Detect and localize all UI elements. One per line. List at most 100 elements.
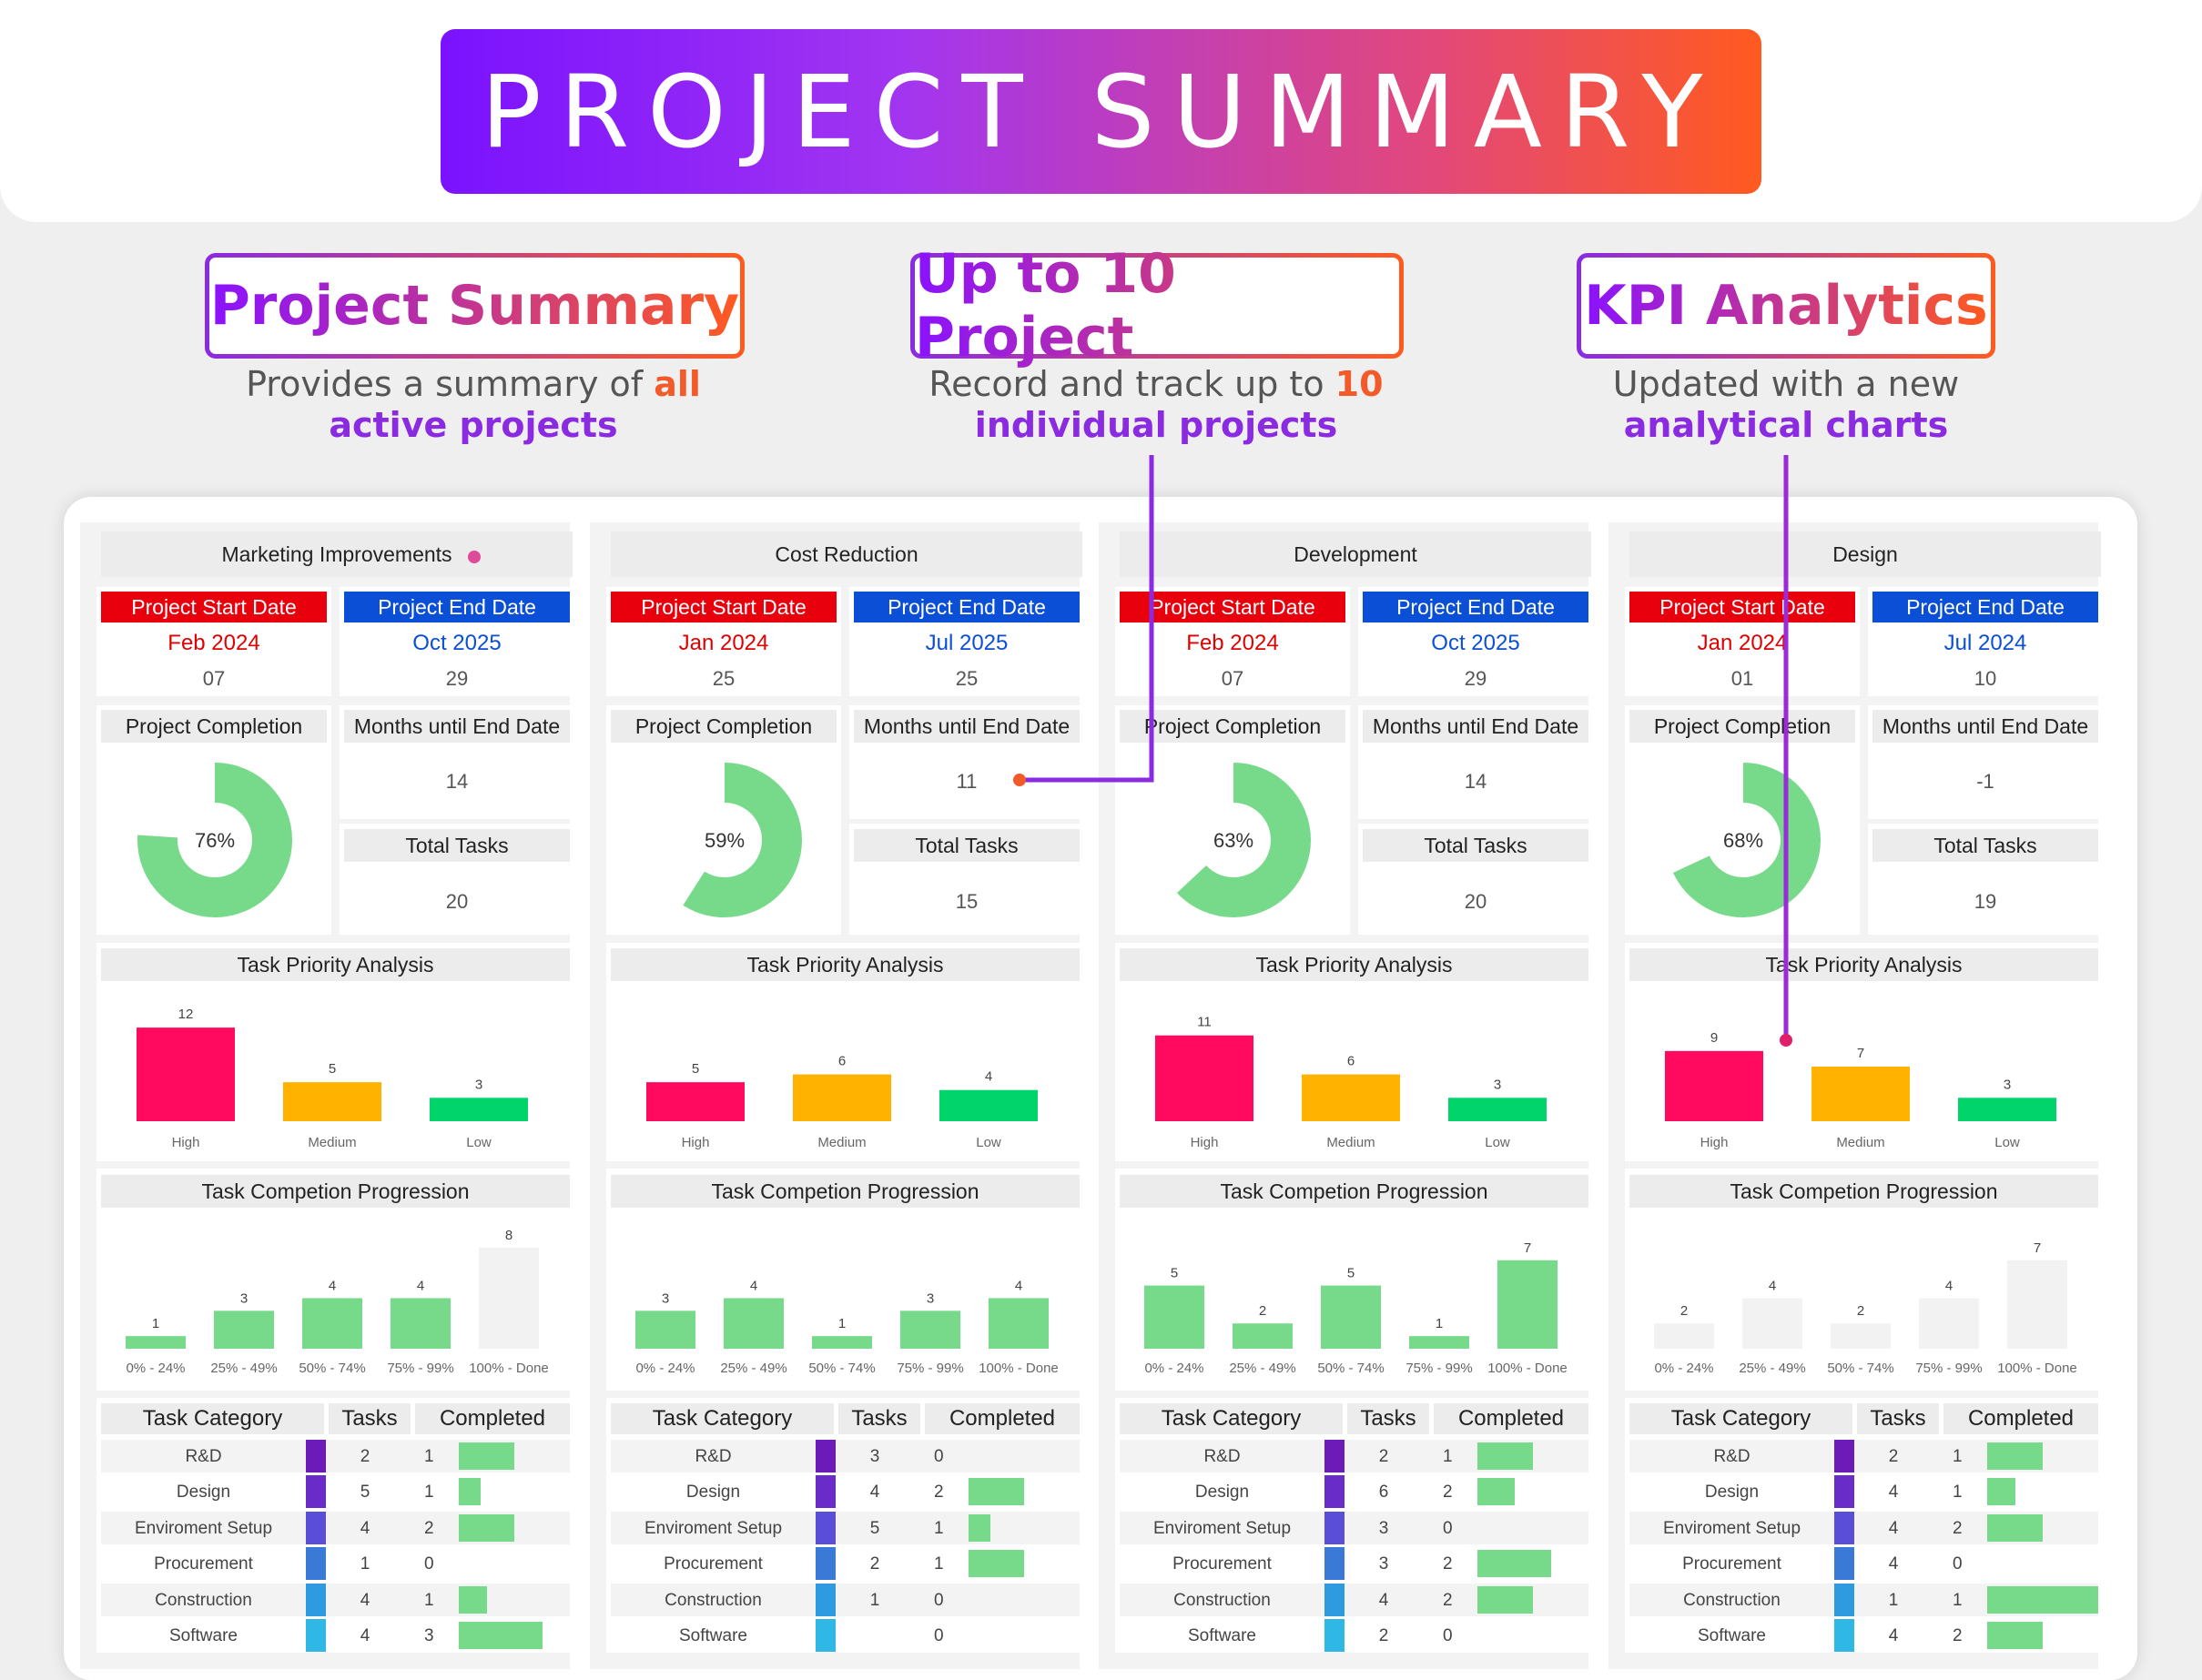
progression-bar (1497, 1260, 1558, 1349)
progression-chart: 5 0% - 24% 2 25% - 49% 5 50% - 74% 1 75% - 99% 7… (1144, 1240, 1568, 1376)
priority-bar (939, 1089, 1038, 1121)
completion-bar (1477, 1585, 1533, 1614)
table-cell-completed: 1 (1953, 1483, 1963, 1503)
completion-label: Project Completion (1120, 710, 1345, 743)
table-cell-tasks: 4 (360, 1590, 370, 1610)
progression-category-label: 75% - 99% (897, 1361, 963, 1376)
completion-bar (969, 1550, 1024, 1578)
category-swatch (306, 1440, 326, 1473)
priority-bar (137, 1027, 235, 1121)
table-cell-tasks: 2 (1888, 1447, 1899, 1466)
total-label: Total Tasks (1872, 829, 2098, 862)
desc-line2: active projects (329, 405, 618, 445)
priority-category-label: Medium (308, 1135, 356, 1150)
table-cell-category: Design (685, 1483, 741, 1503)
table-cell-category: Enviroment Setup (1662, 1518, 1801, 1538)
progression-chart: 3 0% - 24% 4 25% - 49% 1 50% - 74% 3 75% - 99% 4… (635, 1278, 1059, 1376)
category-swatch (1324, 1583, 1345, 1616)
table-cell-category: Procurement (664, 1554, 763, 1574)
priority-bar (1958, 1098, 2056, 1121)
table-cell-completed: 1 (1953, 1590, 1963, 1610)
end-date-label: Project End Date (854, 592, 1080, 622)
category-swatch (306, 1619, 326, 1652)
table-cell-category: Procurement (1682, 1554, 1781, 1574)
category-swatch (816, 1440, 836, 1473)
end-date-value: Jul 2025 (925, 631, 1009, 655)
priority-category-label: High (1191, 1135, 1219, 1150)
months-value: 14 (1464, 770, 1487, 793)
category-swatch (816, 1475, 836, 1509)
progression-bar (391, 1298, 451, 1349)
start-date-label: Project Start Date (1120, 592, 1345, 622)
progression-category-label: 25% - 49% (1739, 1361, 1805, 1376)
completion-label: Project Completion (101, 710, 327, 743)
table-cell-category: Enviroment Setup (644, 1518, 783, 1538)
completion-bar (459, 1585, 487, 1614)
priority-bar-label: 4 (985, 1069, 992, 1085)
category-swatch (1834, 1440, 1854, 1473)
progression-bar-label: 3 (240, 1290, 248, 1306)
progression-bar-label: 3 (662, 1290, 669, 1306)
priority-title: Task Priority Analysis (101, 948, 570, 981)
start-date-label: Project Start Date (611, 592, 837, 622)
category-swatch (1834, 1475, 1854, 1509)
table-cell-tasks: 6 (1378, 1483, 1389, 1503)
progression-category-label: 50% - 74% (1317, 1361, 1384, 1376)
progression-bar (1144, 1285, 1204, 1349)
progression-bar-label: 4 (1769, 1278, 1776, 1293)
completion-bar (969, 1513, 991, 1542)
project-name: Development (1120, 531, 1591, 577)
completion-bar (1987, 1585, 2098, 1614)
progression-category-label: 25% - 49% (1229, 1361, 1295, 1376)
priority-category-label: Low (976, 1135, 1001, 1150)
table-cell-category: Design (176, 1483, 231, 1503)
priority-bar (430, 1098, 528, 1121)
priority-chart: 11 High 6 Medium 3 Low (1155, 1015, 1547, 1150)
progression-category-label: 25% - 49% (210, 1361, 277, 1376)
completion-bar (459, 1442, 514, 1470)
priority-title: Task Priority Analysis (1629, 948, 2098, 981)
category-swatch (816, 1619, 836, 1652)
start-date-value: Jan 2024 (678, 631, 769, 655)
completion-bar (459, 1513, 514, 1542)
priority-chart: 12 High 5 Medium 3 Low (137, 1007, 528, 1150)
priority-category-label: High (1700, 1135, 1729, 1150)
table-cell-category: Procurement (154, 1554, 253, 1574)
banner-title: PROJECT SUMMARY (441, 29, 1761, 194)
progression-category-label: 0% - 24% (126, 1361, 185, 1376)
category-swatch (1324, 1547, 1345, 1581)
project-name: Cost Reduction (611, 531, 1082, 577)
priority-bar (1448, 1098, 1547, 1121)
progression-bar (1654, 1323, 1714, 1349)
progression-category-label: 75% - 99% (1405, 1361, 1472, 1376)
progression-bar (126, 1336, 186, 1349)
desc-highlight: 10 (1334, 364, 1384, 404)
desc-text: Provides a summary of (246, 364, 655, 404)
table-cell-category: Enviroment Setup (1152, 1518, 1292, 1538)
total-value: 20 (445, 890, 469, 913)
table-cell-category: R&D (185, 1447, 222, 1466)
table-cell-tasks: 4 (869, 1483, 880, 1503)
months-value: 14 (445, 770, 469, 793)
table-cell-tasks: 4 (1888, 1554, 1899, 1574)
table-row (611, 1583, 1080, 1616)
table-cell-tasks: 5 (360, 1483, 370, 1503)
feature-desc: Record and track up to 10 individual pro… (847, 364, 1466, 446)
completion-label: Project Completion (1629, 710, 1855, 743)
category-swatch (816, 1583, 836, 1616)
table-cell-tasks: 1 (360, 1554, 370, 1574)
progression-bar-label: 4 (1945, 1278, 1953, 1293)
completion-donut (1156, 763, 1311, 917)
progression-bar (812, 1336, 872, 1349)
desc-text: Record and track up to (928, 364, 1335, 404)
table-cell-completed: 2 (1953, 1518, 1963, 1538)
progression-bar (635, 1311, 695, 1349)
category-swatch (306, 1475, 326, 1509)
table-header-tasks: Tasks (1347, 1403, 1429, 1434)
priority-category-label: Medium (817, 1135, 866, 1150)
feature-title: KPI Analytics (1584, 274, 1988, 338)
desc-line2: individual projects (974, 405, 1338, 445)
table-cell-tasks: 3 (1378, 1518, 1389, 1538)
priority-bar (1155, 1035, 1253, 1121)
priority-bar-label: 3 (2004, 1077, 2011, 1092)
